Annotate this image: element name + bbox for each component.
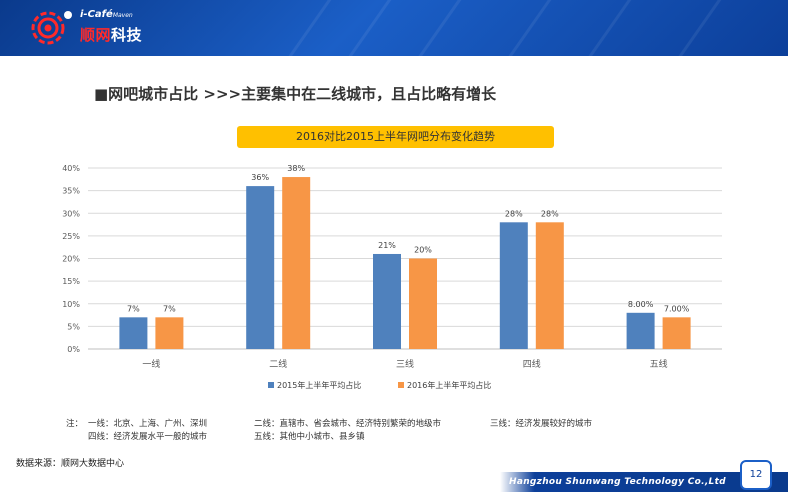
y-tick-label: 35% (62, 187, 80, 196)
data-label: 7% (163, 304, 176, 313)
logo-company-name: 顺网科技 (80, 26, 143, 44)
y-tick-label: 40% (62, 164, 80, 173)
note-tier1: 一线：北京、上海、广州、深圳 (88, 419, 208, 429)
slide-title: ■网吧城市占比 >>>主要集中在二线城市，且占比略有增长 (94, 85, 497, 103)
y-tick-label: 0% (67, 345, 80, 354)
x-tick-label: 一线 (142, 358, 160, 370)
y-tick-label: 20% (62, 255, 80, 264)
bar (246, 186, 275, 349)
data-label: 28% (505, 209, 523, 218)
header-banner: i-CaféMaven 顺网科技 (0, 0, 788, 56)
y-tick-label: 5% (67, 322, 80, 331)
bar (409, 258, 437, 349)
data-label: 7% (127, 304, 140, 313)
y-tick-label: 25% (62, 232, 80, 241)
y-tick-label: 15% (62, 277, 80, 286)
bar (282, 177, 311, 349)
note-tier5: 五线：其他中小城市、县乡镇 (254, 432, 365, 442)
data-label: 38% (287, 164, 305, 173)
company-logo: i-CaféMaven 顺网科技 (30, 6, 170, 50)
bar (499, 222, 528, 349)
data-label: 36% (251, 173, 269, 182)
bar (535, 222, 564, 349)
data-label: 8.00% (628, 300, 654, 309)
data-label: 21% (378, 241, 396, 250)
legend-swatch (398, 382, 404, 388)
legend-label: 2016年上半年平均占比 (407, 380, 491, 390)
note-tier2: 二线：直辖市、省会城市、经济特别繁荣的地级市 (254, 419, 442, 429)
bar (662, 317, 691, 349)
logo-target-icon (31, 11, 72, 45)
bar (373, 253, 401, 349)
x-tick-label: 二线 (269, 358, 287, 370)
x-tick-label: 四线 (523, 358, 541, 370)
bar (155, 317, 184, 349)
data-label: 7.00% (664, 304, 690, 313)
x-tick-label: 五线 (650, 358, 668, 370)
legend-label: 2015年上半年平均占比 (277, 380, 361, 390)
data-label: 28% (541, 209, 559, 218)
notes-prefix: 注： (66, 419, 84, 429)
footer-bar (500, 472, 788, 492)
x-tick-label: 三线 (396, 358, 414, 370)
y-tick-label: 10% (62, 300, 80, 309)
page-number: 12 (740, 460, 772, 490)
bar (119, 317, 148, 349)
legend-swatch (268, 382, 274, 388)
note-tier3: 三线：经济发展较好的城市 (490, 419, 593, 429)
note-tier4: 四线：经济发展水平一般的城市 (88, 432, 208, 442)
data-source: 数据来源：顺网大数据中心 (16, 459, 125, 469)
data-label: 20% (414, 246, 432, 255)
logo-brand-text: i-CaféMaven (80, 9, 133, 20)
y-tick-label: 30% (62, 209, 80, 218)
footer-company: Hangzhou Shunwang Technology Co.,Ltd (509, 477, 726, 487)
chart-title: 2016对比2015上半年网吧分布变化趋势 (237, 126, 554, 148)
bar (626, 312, 655, 349)
